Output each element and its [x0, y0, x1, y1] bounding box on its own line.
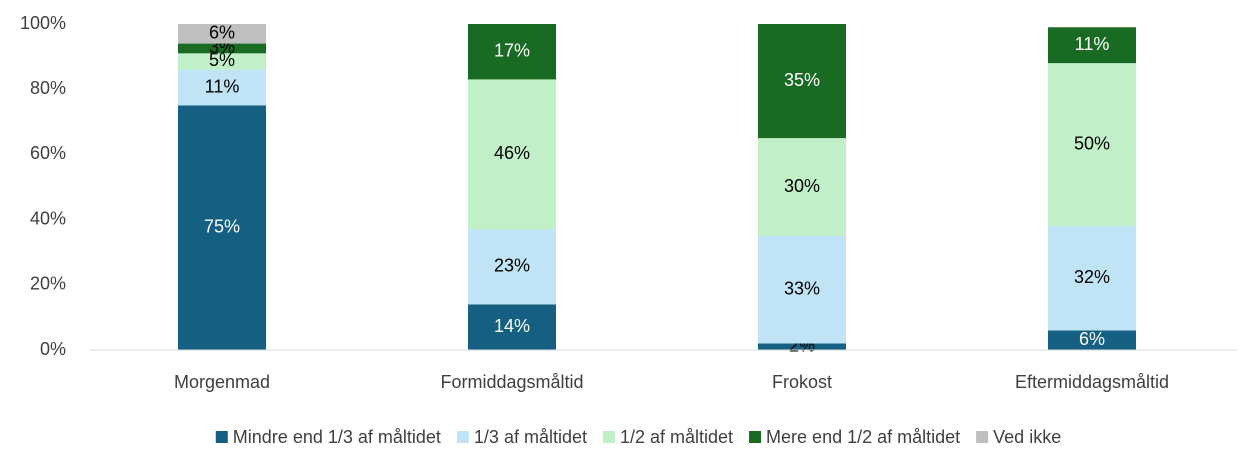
data-label: 5%: [209, 50, 235, 70]
bar-segment: [758, 343, 846, 350]
data-label: 75%: [204, 217, 240, 237]
bar-segment: [758, 235, 846, 344]
data-label: 11%: [1075, 34, 1110, 54]
x-tick-label: Frokost: [772, 372, 832, 392]
y-tick-label: 40%: [30, 208, 66, 228]
bar-segment: [178, 69, 266, 106]
bar-segment: [178, 105, 266, 350]
data-label: 6%: [209, 23, 235, 43]
y-tick-label: 80%: [30, 78, 66, 98]
data-label: 14%: [494, 316, 530, 336]
y-tick-label: 60%: [30, 143, 66, 163]
x-tick-label: Formiddagsmåltid: [440, 372, 583, 392]
x-tick-label: Eftermiddagsmåltid: [1015, 372, 1169, 392]
bar-segment: [758, 24, 846, 139]
data-label: 50%: [1074, 133, 1110, 153]
bar-segment: [468, 304, 556, 350]
bar-segment: [178, 53, 266, 70]
data-label: 30%: [784, 176, 820, 196]
bar-segment: [758, 138, 846, 236]
legend-swatch: [215, 431, 228, 443]
data-label: 35%: [784, 70, 820, 90]
bar-segment: [178, 24, 266, 44]
bar-segment: [468, 79, 556, 230]
bar-segment: [1048, 330, 1136, 350]
legend-swatch: [749, 431, 762, 443]
legend-label: Mindre end 1/3 af måltidet: [233, 427, 441, 447]
data-label: 11%: [205, 76, 240, 96]
y-tick-label: 0%: [40, 339, 66, 359]
legend-label: Ved ikke: [993, 427, 1061, 447]
legend-label: 1/3 af måltidet: [474, 427, 587, 447]
data-label: 32%: [1074, 267, 1110, 287]
x-tick-label: Morgenmad: [174, 372, 270, 392]
legend-label: Mere end 1/2 af måltidet: [766, 427, 960, 447]
legend-swatch: [456, 431, 469, 443]
bar-segment: [1048, 63, 1136, 227]
data-label: 33%: [784, 278, 820, 298]
data-label: 6%: [1079, 329, 1105, 349]
y-tick-label: 20%: [30, 274, 66, 294]
legend-swatch: [976, 431, 989, 443]
bar-segment: [1048, 27, 1136, 64]
data-label: 17%: [494, 40, 530, 60]
legend-swatch: [602, 431, 615, 443]
bar-segment: [178, 43, 266, 54]
data-label: 46%: [494, 143, 530, 163]
bar-segment: [1048, 226, 1136, 331]
data-label: 23%: [494, 256, 530, 276]
y-tick-label: 100%: [20, 13, 66, 33]
legend-label: 1/2 af måltidet: [620, 427, 733, 447]
bar-segment: [468, 229, 556, 305]
bar-segment: [468, 24, 556, 80]
